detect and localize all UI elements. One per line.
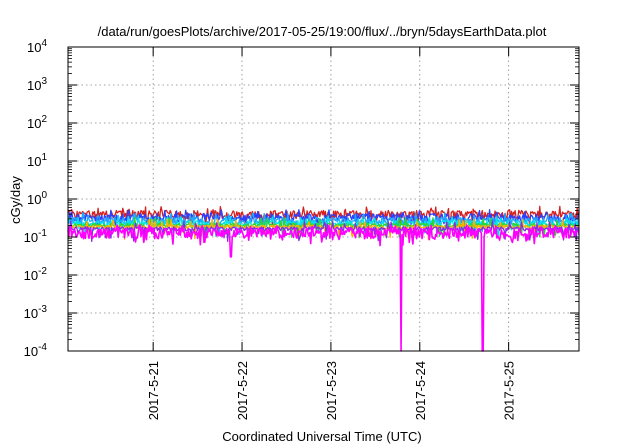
x-tick-label: 2017-5-21 [146, 361, 161, 420]
x-tick-label: 2017-5-24 [413, 361, 428, 420]
y-tick-label: 101 [27, 152, 47, 169]
y-tick-label: 10-3 [24, 304, 48, 321]
series-group [67, 205, 580, 352]
series-line [67, 224, 580, 352]
x-tick-label: 2017-5-25 [502, 361, 517, 420]
y-tick-label: 102 [27, 114, 47, 131]
x-tick-label: 2017-5-23 [324, 361, 339, 420]
y-tick-label: 104 [27, 38, 47, 55]
x-tick-labels: 2017-5-21 2017-5-22 2017-5-23 2017-5-24 2017… [146, 361, 516, 420]
x-tick-label: 2017-5-22 [235, 361, 250, 420]
y-tick-label: 10-2 [24, 266, 48, 283]
y-tick-label: 10-4 [24, 342, 48, 359]
x-axis-label: Coordinated Universal Time (UTC) [222, 429, 421, 444]
tick-marks [68, 46, 579, 352]
y-tick-label: 103 [27, 76, 47, 93]
series-line [67, 218, 580, 241]
grid-lines [68, 47, 579, 351]
y-axis-label: cGy/day [8, 176, 23, 224]
y-tick-label: 10-1 [24, 228, 48, 245]
y-tick-labels: 10-4 10-3 10-2 10-1 100 101 102 103 104 [24, 38, 48, 359]
series-line [67, 205, 580, 228]
y-tick-label: 100 [27, 190, 47, 207]
chart-title: /data/run/goesPlots/archive/2017-05-25/1… [98, 24, 547, 39]
